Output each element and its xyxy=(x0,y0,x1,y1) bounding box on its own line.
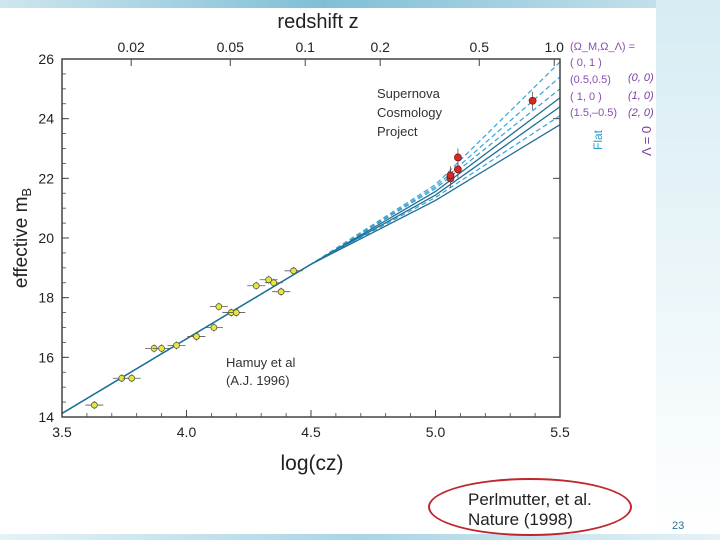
top-tick-label: 0.5 xyxy=(470,39,490,55)
nearby-supernova-point xyxy=(215,303,223,311)
nearby-supernova-point xyxy=(277,288,285,296)
project-label-line2: Cosmology xyxy=(377,105,443,120)
y-tick-label: 24 xyxy=(38,111,54,127)
y-tick-label: 20 xyxy=(38,230,54,246)
nearby-supernova-point xyxy=(210,324,218,331)
legend-flat-entry-2: (0.5,0.5) xyxy=(570,74,611,86)
legend-header: (Ω_M,Ω_Λ) = xyxy=(570,41,635,53)
top-tick-label: 1.0 xyxy=(544,39,564,55)
project-label-line3: Project xyxy=(377,124,418,139)
high-z-supernova-point xyxy=(528,96,537,105)
hamuy-label-line1: Hamuy et al xyxy=(226,355,295,370)
nearby-supernova-point xyxy=(90,401,98,409)
page-number: 23 xyxy=(672,520,685,532)
model-curve-4 xyxy=(61,97,561,414)
high-z-supernova-point xyxy=(454,165,462,174)
top-tick-label: 0.2 xyxy=(370,39,390,55)
legend-lambda0-entry-2: (1, 0) xyxy=(628,90,654,102)
y-tick-label: 14 xyxy=(38,409,54,425)
project-label-line1: Supernova xyxy=(377,86,441,101)
citation: Perlmutter, et al. Nature (1998) xyxy=(468,490,592,530)
citation-line-1: Perlmutter, et al. xyxy=(468,490,592,509)
nearby-supernova-point xyxy=(270,279,278,287)
nearby-supernova-point xyxy=(158,344,166,352)
legend-flat-entry-4: (1.5,–0.5) xyxy=(570,107,617,119)
nearby-supernova-point xyxy=(128,374,136,382)
high-z-supernova-point xyxy=(446,171,455,180)
y-axis-label-subscript: B xyxy=(19,188,34,197)
model-curve-3 xyxy=(61,88,561,414)
top-tick-label: 0.02 xyxy=(118,39,145,55)
legend-lambda0-entry-1: (0, 0) xyxy=(628,72,654,84)
slide-top-border xyxy=(0,0,720,8)
slide-right-decoration xyxy=(656,0,720,540)
legend-flat-entry-3: ( 1, 0 ) xyxy=(570,91,602,103)
legend-lambda0-entry-3: (2, 0) xyxy=(628,107,654,119)
model-curve-1 xyxy=(61,61,561,414)
high-z-supernova-point xyxy=(454,153,462,162)
nearby-supernova-point xyxy=(173,341,180,349)
plot-frame xyxy=(61,58,561,418)
x-tick-label: 3.5 xyxy=(52,424,72,440)
x-axis-label: log(cz) xyxy=(280,452,343,475)
nearby-supernova-point xyxy=(290,267,297,275)
y-tick-label: 18 xyxy=(38,290,54,306)
top-tick-label: 0.1 xyxy=(295,39,315,55)
x-tick-label: 5.0 xyxy=(426,424,446,440)
model-curve-5 xyxy=(61,106,561,414)
top-axis-label: redshift z xyxy=(277,11,358,33)
nearby-supernova-point xyxy=(193,333,200,340)
slide-bottom-border xyxy=(0,534,720,540)
hamuy-label-line2: (A.J. 1996) xyxy=(226,373,290,388)
model-curve-7 xyxy=(61,124,561,414)
citation-highlight-oval xyxy=(428,478,632,536)
legend-flat-label: Flat xyxy=(591,129,605,150)
x-tick-label: 4.5 xyxy=(301,424,321,440)
citation-line-2: Nature (1998) xyxy=(468,510,573,529)
x-tick-label: 5.5 xyxy=(550,424,570,440)
nearby-supernova-point xyxy=(252,282,260,290)
legend-lambda0-label: Λ = 0 xyxy=(639,126,654,156)
nearby-supernova-point xyxy=(232,309,240,316)
model-curve-2 xyxy=(61,76,561,414)
top-tick-label: 0.05 xyxy=(217,39,244,55)
y-tick-label: 26 xyxy=(38,51,54,67)
legend-flat-entry-1: ( 0, 1 ) xyxy=(570,57,602,69)
x-tick-label: 4.0 xyxy=(177,424,197,440)
y-tick-label: 22 xyxy=(38,170,54,186)
y-axis-label: effective mB xyxy=(11,188,34,288)
y-tick-label: 16 xyxy=(38,349,54,365)
y-axis-label-main: effective m xyxy=(11,197,32,289)
